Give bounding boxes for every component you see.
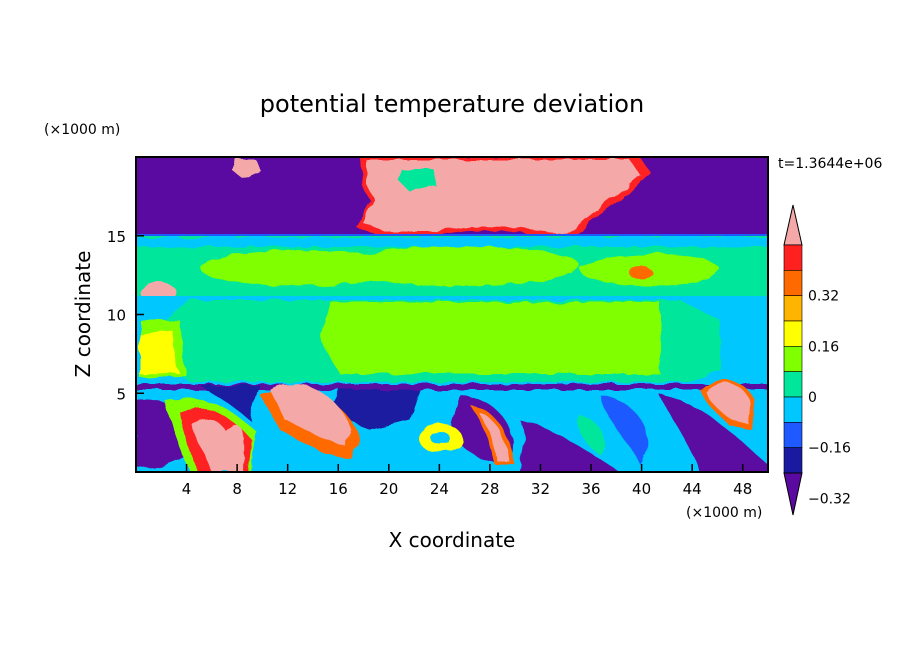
y-tick-label: 10	[107, 307, 126, 325]
y-axis-label: Z coordinate	[71, 251, 95, 378]
colorbar-max-arrow	[783, 204, 803, 246]
chart-title: potential temperature deviation	[260, 90, 644, 118]
central-block	[140, 300, 720, 382]
x-tick-label: 8	[232, 480, 242, 498]
x-tick-label: 48	[733, 480, 752, 498]
x-tick-label: 32	[531, 480, 550, 498]
colorbar-label: −0.32	[808, 491, 851, 507]
y-axis-ticks: 5 10 15	[107, 228, 144, 403]
colorbar-swatch	[783, 371, 803, 398]
x-tick-label: 28	[480, 480, 499, 498]
y-units-label: (×1000 m)	[44, 122, 120, 138]
colorbar-swatch	[783, 295, 803, 322]
time-label: t=1.3644e+06	[778, 156, 882, 172]
colorbar-swatch	[783, 320, 803, 347]
colorbar-min-arrow	[783, 472, 803, 516]
lower-turbulence	[136, 379, 768, 472]
colorbar-label: 0	[808, 390, 817, 406]
x-tick-label: 24	[430, 480, 449, 498]
x-tick-label: 12	[278, 480, 297, 498]
x-tick-label: 44	[683, 480, 702, 498]
colorbar-label: 0.16	[808, 339, 839, 355]
x-tick-label: 40	[632, 480, 651, 498]
plot-area	[136, 157, 768, 472]
x-axis-ticks: 4 8 12 16 20 24 28 32 36 40 44 48	[182, 464, 752, 498]
upper-warm-plume	[232, 157, 650, 240]
x-tick-label: 20	[379, 480, 398, 498]
colorbar-swatch	[783, 346, 803, 372]
y-tick-label: 15	[107, 228, 126, 246]
colorbar-swatch	[783, 270, 803, 296]
colorbar: 0.32 0.16 0 −0.16 −0.32	[783, 204, 851, 516]
x-tick-label: 16	[329, 480, 348, 498]
colorbar-swatch	[783, 447, 803, 474]
colorbar-label: 0.32	[808, 289, 839, 305]
colorbar-label: −0.16	[808, 441, 851, 457]
colorbar-swatch	[783, 422, 803, 448]
x-axis-label: X coordinate	[389, 528, 516, 552]
colorbar-swatch	[783, 396, 803, 423]
x-units-label: (×1000 m)	[686, 505, 762, 521]
y-tick-label: 5	[116, 385, 126, 403]
x-tick-label: 36	[581, 480, 600, 498]
x-tick-label: 4	[182, 480, 192, 498]
colorbar-swatch	[783, 244, 803, 271]
